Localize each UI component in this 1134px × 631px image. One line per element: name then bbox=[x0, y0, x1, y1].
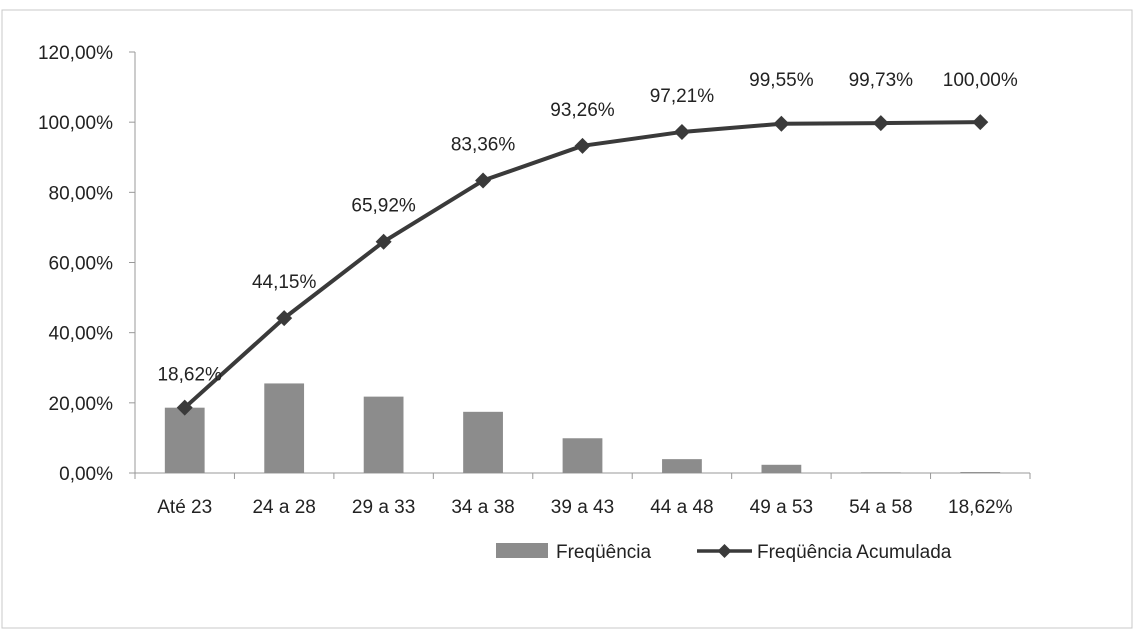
line-series bbox=[176, 114, 989, 416]
x-tick-label: 29 a 33 bbox=[352, 497, 415, 518]
x-tick-label: 39 a 43 bbox=[551, 497, 614, 518]
data-label: 99,55% bbox=[749, 70, 814, 91]
bar bbox=[761, 464, 802, 473]
data-label: 65,92% bbox=[351, 196, 416, 217]
legend-bar-swatch bbox=[496, 543, 548, 558]
bar-series bbox=[164, 383, 1001, 473]
data-label: 100,00% bbox=[943, 70, 1018, 91]
line-point-marker bbox=[475, 172, 492, 189]
line-point-marker bbox=[276, 310, 293, 327]
line-point-marker bbox=[872, 115, 889, 132]
bar bbox=[363, 396, 404, 473]
x-tick-label: 34 a 38 bbox=[451, 497, 514, 518]
data-label: 18,62% bbox=[157, 365, 222, 386]
line-point-marker bbox=[673, 123, 690, 140]
y-tick-label: 120,00% bbox=[38, 43, 113, 64]
line-point-marker bbox=[176, 399, 193, 416]
x-tick-label: 24 a 28 bbox=[252, 497, 315, 518]
x-tick-label: 18,62% bbox=[948, 497, 1013, 518]
bar bbox=[662, 459, 702, 473]
bar bbox=[264, 383, 305, 473]
data-label: 93,26% bbox=[550, 100, 615, 121]
x-tick-label: 44 a 48 bbox=[650, 497, 713, 518]
legend-line-label: Freqüência Acumulada bbox=[757, 542, 952, 563]
y-tick-label: 40,00% bbox=[49, 324, 114, 345]
bar bbox=[463, 411, 503, 473]
legend-bar-label: Freqüência bbox=[556, 542, 651, 563]
line-point-marker bbox=[574, 137, 591, 154]
y-axis: 0,00% 20,00% 40,00% 60,00% 80,00% 100,00% 120,… bbox=[38, 43, 136, 485]
y-tick-label: 0,00% bbox=[59, 464, 113, 485]
legend: Freqüência Freqüência Acumulada bbox=[496, 542, 952, 563]
x-tick-label: 54 a 58 bbox=[849, 497, 912, 518]
chart-border bbox=[1, 9, 1133, 629]
legend-diamond-marker bbox=[717, 544, 732, 558]
data-labels: 18,62% 44,15% 65,92% 83,36% 93,26% 97,21% 99,5… bbox=[157, 70, 1017, 386]
line-point-marker bbox=[375, 233, 392, 250]
x-tick-label: 49 a 53 bbox=[750, 497, 813, 518]
line-point-marker bbox=[972, 114, 989, 131]
data-label: 44,15% bbox=[252, 272, 317, 293]
data-label: 99,73% bbox=[849, 70, 914, 91]
y-tick-label: 100,00% bbox=[38, 113, 113, 134]
bar bbox=[164, 407, 205, 473]
y-tick-label: 20,00% bbox=[49, 394, 114, 415]
bar bbox=[860, 472, 901, 473]
data-label: 97,21% bbox=[650, 86, 715, 107]
x-tick-label: Até 23 bbox=[157, 497, 212, 518]
y-tick-label: 60,00% bbox=[49, 254, 114, 275]
bar bbox=[562, 438, 603, 473]
y-tick-label: 80,00% bbox=[49, 183, 114, 204]
data-label: 83,36% bbox=[451, 135, 516, 156]
line-point-marker bbox=[773, 115, 790, 132]
bar bbox=[960, 472, 1001, 473]
